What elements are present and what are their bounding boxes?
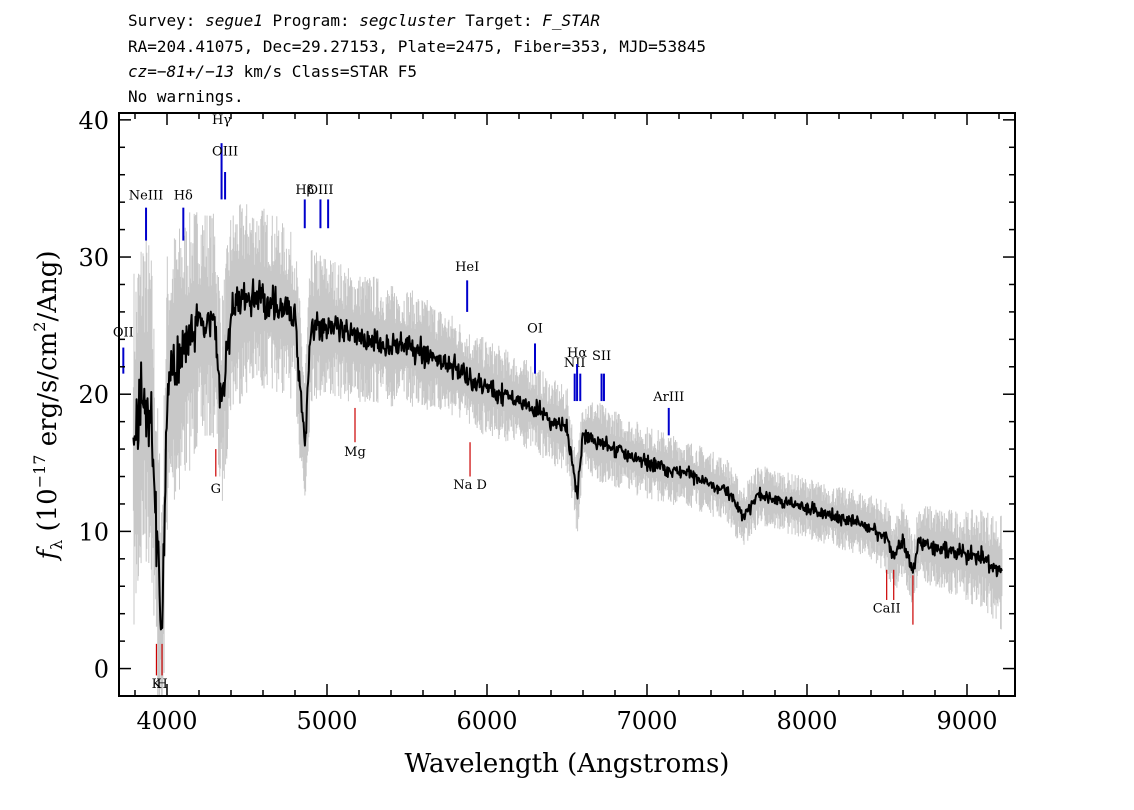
y-tick-label: 0 [94, 656, 109, 684]
line-label: NII [564, 356, 586, 371]
x-tick-label: 8000 [776, 707, 837, 735]
target-label: Target: [465, 11, 533, 30]
program-value: segcluster [359, 11, 456, 30]
survey-label: Survey: [128, 11, 196, 30]
line-label: Hα [567, 346, 587, 361]
x-tick-label: 9000 [936, 707, 997, 735]
flux-line [132, 278, 1003, 631]
axis-layer: 4000 5000 6000 7000 8000 9000 0 10 20 30 40 [78, 107, 1015, 735]
header-line-warnings: No warnings. [128, 87, 244, 106]
line-label: Hβ [295, 183, 314, 198]
y-tick-label: 10 [78, 518, 109, 546]
line-label: SII [592, 349, 611, 364]
y-axis-label: fλ (10−17 erg/s/cm2/Ang) [30, 250, 66, 561]
line-label: OIII [307, 183, 333, 198]
plot-frame [118, 112, 1016, 697]
cz-class-text: km/s Class=STAR F5 [233, 62, 417, 81]
line-label: OI [527, 321, 543, 336]
x-tick-label: 6000 [456, 707, 517, 735]
line-label: OIII [212, 145, 238, 160]
line-label: G [211, 482, 221, 497]
header-line-target: Survey: segue1 Program: segcluster Targe… [128, 12, 600, 30]
target-value: F_STAR [542, 11, 601, 30]
y-tick-label: 20 [78, 381, 109, 409]
y-tick-label: 40 [78, 107, 109, 135]
line-label: ArIII [652, 390, 684, 405]
flux-layer [132, 278, 1003, 631]
cz-value: cz=−81+/−13 [128, 62, 234, 81]
header-line-redshift: cz=−81+/−13 km/s Class=STAR F5 [128, 63, 417, 81]
line-label: Mg [344, 445, 366, 460]
line-label: K [152, 677, 162, 692]
line-label: Hγ [212, 113, 231, 128]
x-tick-label: 5000 [296, 707, 357, 735]
line-label: H [156, 677, 167, 692]
x-tick-label: 4000 [136, 707, 197, 735]
line-label: Hδ [174, 188, 193, 203]
y-tick-label: 30 [78, 244, 109, 272]
line-label: CaII [873, 601, 901, 616]
line-label: OII [113, 326, 134, 341]
line-label: Na D [453, 478, 487, 493]
line-label: HeI [455, 260, 479, 275]
x-tick-label: 7000 [616, 707, 677, 735]
header-line-coords: RA=204.41075, Dec=29.27153, Plate=2475, … [128, 37, 706, 56]
line-label: NeIII [129, 188, 163, 203]
survey-value: segue1 [205, 11, 263, 30]
x-axis-label: Wavelength (Angstroms) [405, 749, 730, 779]
program-label: Program: [272, 11, 350, 30]
